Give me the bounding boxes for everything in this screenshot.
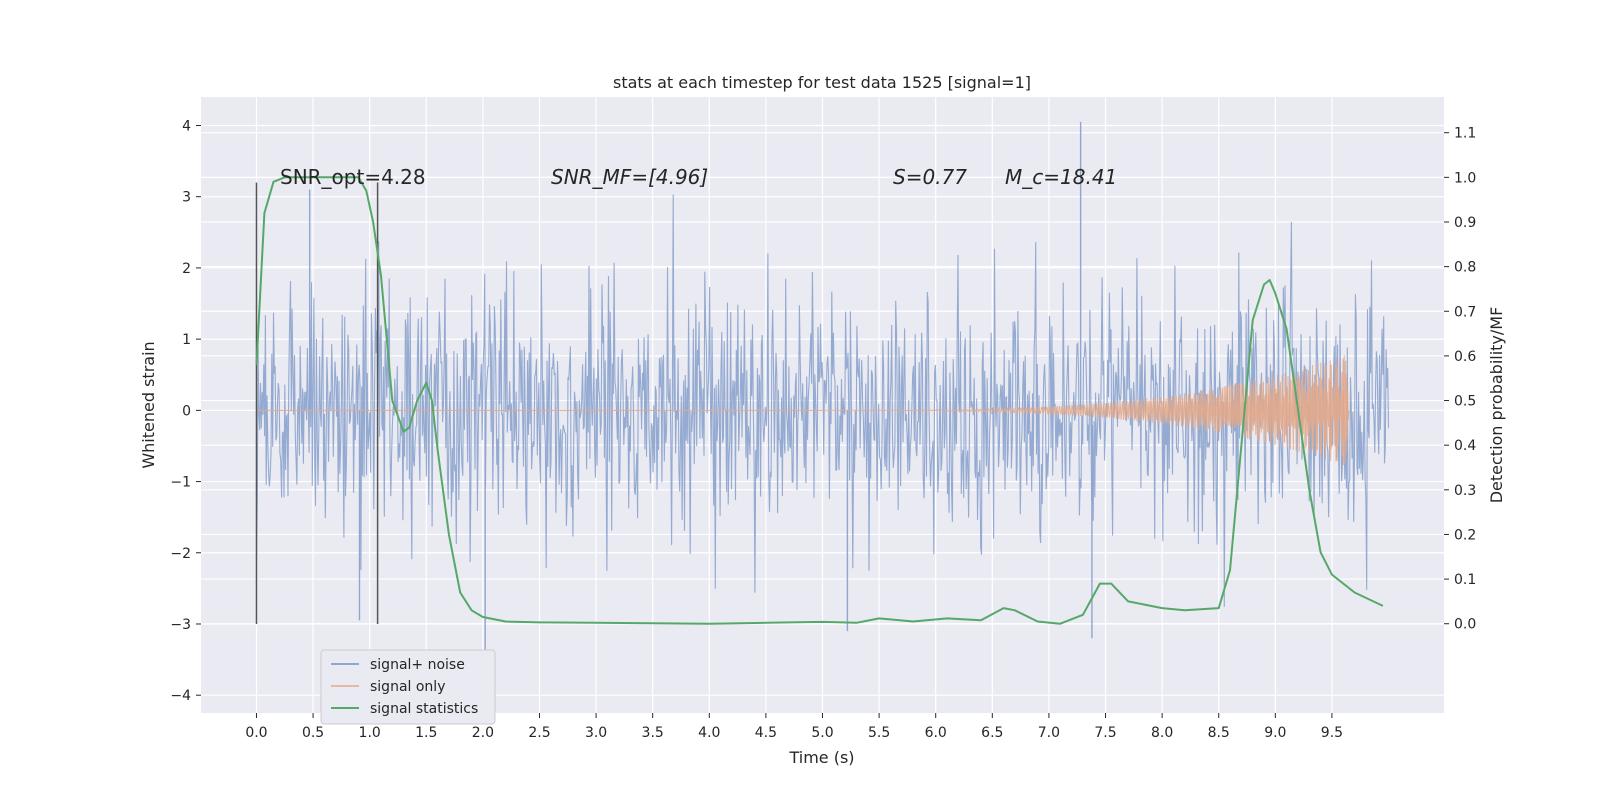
y-tick-label: −2 — [170, 546, 191, 562]
y2-tick-label: 0.9 — [1454, 215, 1476, 231]
y2-tick-label: 0.6 — [1454, 349, 1476, 365]
y2-tick-label: 0.4 — [1454, 438, 1476, 454]
x-tick-label: 6.5 — [981, 725, 1003, 741]
x-tick-label: 8.5 — [1208, 725, 1230, 741]
x-tick-label: 7.5 — [1094, 725, 1116, 741]
signal-statistics-line — [255, 176, 1384, 625]
y-tick-label: 4 — [182, 118, 191, 134]
y2-tick-label: 0.0 — [1454, 617, 1476, 633]
y-axis-ticks: −4 −3 −2 −1 0 1 2 3 4 — [170, 118, 201, 704]
y2-tick-label: 0.1 — [1454, 572, 1476, 588]
legend: signal+ noise signal only signal statist… — [320, 649, 496, 725]
x-axis-ticks: 0.0 0.5 1.0 1.5 2.0 2.5 3.0 3.5 4.0 4.5 5.0 5.5 6.0 6… — [245, 713, 1343, 741]
y2-tick-label: 0.3 — [1454, 483, 1476, 499]
y-tick-label: 1 — [182, 332, 191, 348]
x-tick-label: 4.0 — [698, 725, 720, 741]
x-tick-label: 6.0 — [925, 725, 947, 741]
annotation-s: S=0.77 — [893, 165, 967, 189]
series-signal-plus-noise — [255, 121, 1390, 653]
series-signal-statistics — [255, 176, 1384, 625]
y2-tick-label: 1.1 — [1454, 126, 1476, 142]
y-tick-label: −3 — [170, 617, 191, 633]
legend-label-signal-statistics: signal statistics — [370, 701, 478, 717]
series-signal-only — [256, 355, 1350, 466]
annotations: SNR_opt=4.28 SNR_MF=[4.96] S=0.77 M_c=18… — [280, 165, 1117, 189]
chart-title: stats at each timestep for test data 152… — [613, 73, 1031, 92]
y-tick-label: 3 — [182, 190, 191, 206]
x-tick-label: 2.0 — [472, 725, 494, 741]
y-tick-label: −4 — [170, 688, 191, 704]
y2-axis-label: Detection probability/MF — [1487, 307, 1506, 504]
x-tick-label: 8.0 — [1151, 725, 1173, 741]
x-tick-label: 3.0 — [585, 725, 607, 741]
y2-tick-label: 0.2 — [1454, 527, 1476, 543]
y-tick-label: −1 — [170, 475, 191, 491]
x-tick-label: 4.5 — [755, 725, 777, 741]
y-axis-label: Whitened strain — [139, 341, 158, 468]
y2-tick-label: 0.7 — [1454, 304, 1476, 320]
x-tick-label: 9.0 — [1264, 725, 1286, 741]
x-tick-label: 5.5 — [868, 725, 890, 741]
x-axis-label: Time (s) — [788, 748, 854, 767]
annotation-snr-mf: SNR_MF=[4.96] — [551, 165, 708, 189]
y-tick-label: 0 — [182, 403, 191, 419]
x-tick-label: 5.0 — [811, 725, 833, 741]
annotation-mc: M_c=18.41 — [1005, 165, 1117, 189]
x-tick-label: 3.5 — [642, 725, 664, 741]
x-tick-label: 0.0 — [245, 725, 267, 741]
x-tick-label: 7.0 — [1038, 725, 1060, 741]
y2-axis-ticks: 0.0 0.1 0.2 0.3 0.4 0.5 0.6 0.7 0.8 0.9 1.0 1.1 — [1444, 126, 1476, 633]
x-tick-label: 1.0 — [359, 725, 381, 741]
annotation-snr-opt: SNR_opt=4.28 — [280, 165, 426, 189]
y2-tick-label: 0.8 — [1454, 260, 1476, 276]
legend-label-signal-plus-noise: signal+ noise — [370, 657, 465, 673]
y2-tick-label: 0.5 — [1454, 394, 1476, 410]
y-tick-label: 2 — [182, 261, 191, 277]
y2-tick-label: 1.0 — [1454, 170, 1476, 186]
signal-only-line — [822, 355, 1350, 466]
x-tick-label: 2.5 — [528, 725, 550, 741]
signal-plus-noise-line — [255, 194, 1390, 607]
legend-label-signal-only: signal only — [370, 679, 445, 695]
legend-box — [320, 649, 496, 725]
x-tick-label: 0.5 — [302, 725, 324, 741]
x-tick-label: 9.5 — [1321, 725, 1343, 741]
x-tick-label: 1.5 — [415, 725, 437, 741]
